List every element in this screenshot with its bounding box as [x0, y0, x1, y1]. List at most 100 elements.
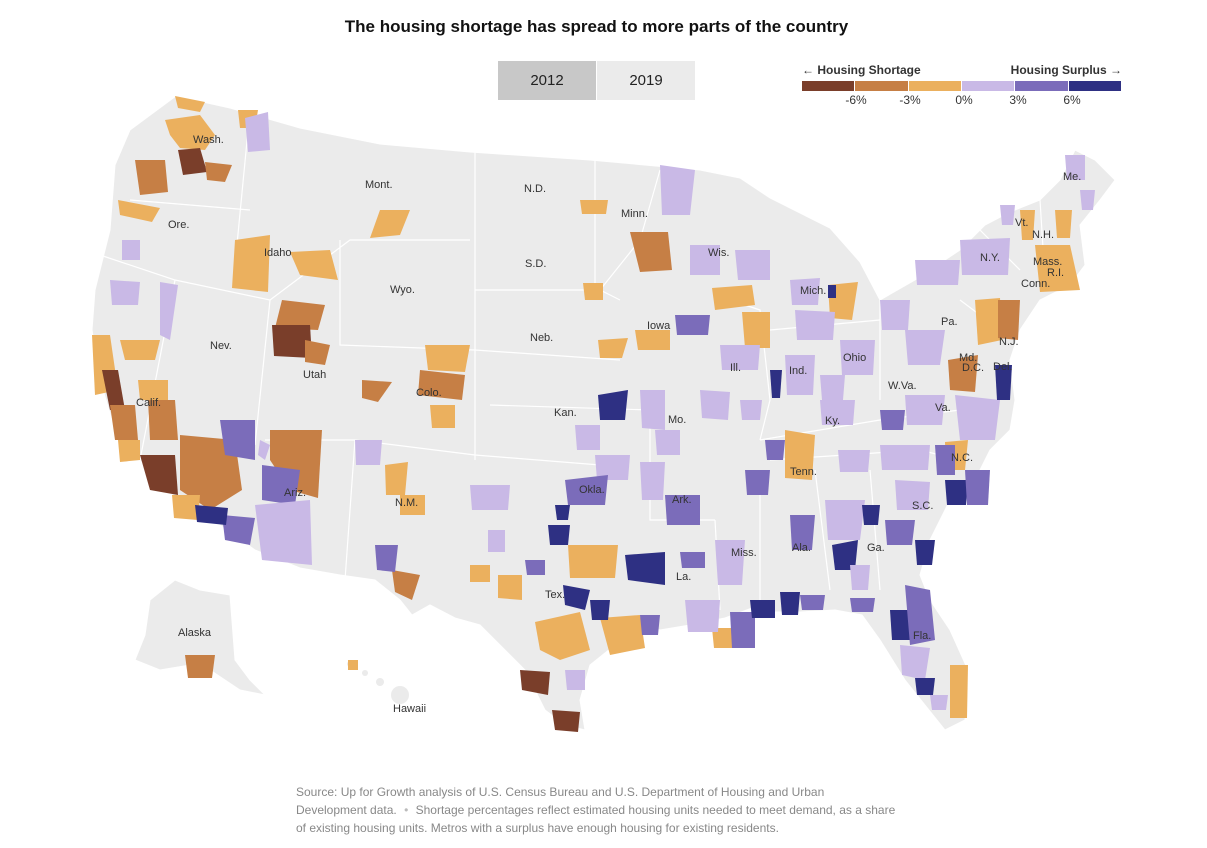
year-2012-button[interactable]: 2012 — [498, 61, 596, 100]
metro-area — [370, 210, 410, 238]
metro-area — [862, 505, 880, 525]
metro-area — [232, 235, 270, 292]
legend-swatch — [1015, 81, 1068, 91]
state-label: Mich. — [800, 285, 826, 297]
metro-area — [675, 315, 710, 335]
state-label: Minn. — [621, 208, 648, 220]
metro-area — [575, 425, 600, 450]
state-label: Colo. — [416, 387, 442, 399]
state-label: N.D. — [524, 183, 546, 195]
metro-area — [535, 612, 590, 660]
metro-area — [765, 440, 785, 460]
metro-area — [178, 148, 207, 175]
metro-area — [998, 300, 1020, 340]
metro-area — [120, 340, 160, 360]
metro-area — [715, 540, 745, 585]
metro-area — [568, 545, 618, 578]
metro-area — [880, 410, 905, 430]
metro-area — [915, 678, 935, 695]
metro-area — [640, 615, 660, 635]
metro-area — [470, 565, 490, 582]
state-label: Iowa — [647, 320, 671, 332]
metro-area — [665, 495, 700, 525]
state-label: S.D. — [525, 258, 546, 270]
state-label: Mont. — [365, 179, 393, 191]
metro-area — [520, 670, 550, 695]
state-label: Ark. — [672, 494, 692, 506]
metro-area — [400, 495, 425, 515]
metro-area — [880, 445, 930, 470]
state-label: N.J. — [999, 336, 1019, 348]
metro-area — [975, 298, 1002, 345]
metro-area — [720, 345, 760, 370]
metro-area — [555, 505, 570, 520]
metro-area — [385, 462, 408, 495]
metro-area — [138, 380, 168, 400]
metro-area — [122, 240, 140, 260]
metro-area — [735, 250, 770, 280]
state-label: Del. — [993, 361, 1013, 373]
metro-area — [948, 355, 978, 392]
metro-area — [660, 165, 695, 215]
state-label: N.Y. — [980, 252, 1000, 264]
state-label: Ky. — [825, 415, 840, 427]
metro-area — [430, 405, 455, 428]
metro-area — [730, 612, 755, 648]
state-labels: Wash. Ore. Calif. Nev. Idaho Mont. Wyo. … — [136, 134, 1081, 715]
metro-area — [825, 500, 865, 540]
metro-area — [305, 340, 330, 365]
year-2019-button[interactable]: 2019 — [597, 61, 695, 100]
metro-area — [800, 595, 825, 610]
metro-area — [220, 420, 255, 460]
state-label: Wyo. — [390, 284, 415, 296]
metro-area — [640, 462, 665, 500]
state-label: Va. — [935, 402, 951, 414]
state-label: Utah — [303, 369, 326, 381]
metro-area — [630, 232, 672, 272]
metro-area — [995, 365, 1012, 400]
metro-area — [770, 370, 782, 398]
metro-area — [795, 310, 835, 340]
state-label: Fla. — [913, 630, 931, 642]
metro-area — [160, 282, 178, 340]
metro-area — [362, 380, 392, 402]
state-label: Ala. — [792, 542, 811, 554]
metro-area — [960, 238, 1010, 275]
legend-swatch — [1068, 81, 1121, 91]
metro-area — [245, 112, 270, 152]
metro-area — [1035, 245, 1080, 292]
state-label: Ore. — [168, 219, 189, 231]
metro-area — [272, 325, 312, 358]
metro-area — [712, 285, 755, 310]
metro-area — [965, 470, 990, 505]
metro-area — [900, 645, 930, 680]
metro-area — [470, 485, 510, 510]
source-note-text: Shortage percentages reflect estimated h… — [296, 803, 896, 835]
state-label: R.I. — [1047, 267, 1064, 279]
metro-area — [375, 545, 398, 572]
state-label: Vt. — [1015, 217, 1028, 229]
metro-area — [820, 400, 855, 425]
state-label: La. — [676, 571, 691, 583]
legend-swatch — [802, 81, 855, 91]
metro-area — [525, 560, 545, 575]
legend-tick: 3% — [1009, 93, 1027, 107]
metro-area — [392, 570, 420, 600]
state-label: Ohio — [843, 352, 866, 364]
metro-area — [118, 440, 140, 462]
state-label: Me. — [1063, 171, 1081, 183]
metro-area — [270, 430, 322, 498]
metro-area — [828, 285, 836, 298]
metro-area — [742, 312, 770, 348]
state-label: Md. — [959, 352, 977, 364]
legend-tick: 0% — [955, 93, 973, 107]
state-label: Wis. — [708, 247, 729, 259]
alaska-shape — [134, 579, 267, 696]
source-note: Source: Up for Growth analysis of U.S. C… — [296, 783, 896, 837]
metro-area — [625, 552, 665, 585]
state-label: Kan. — [554, 407, 577, 419]
metro-area — [102, 370, 125, 410]
state-label: Mo. — [668, 414, 686, 426]
metro-area — [600, 615, 645, 655]
metro-area — [905, 330, 945, 365]
